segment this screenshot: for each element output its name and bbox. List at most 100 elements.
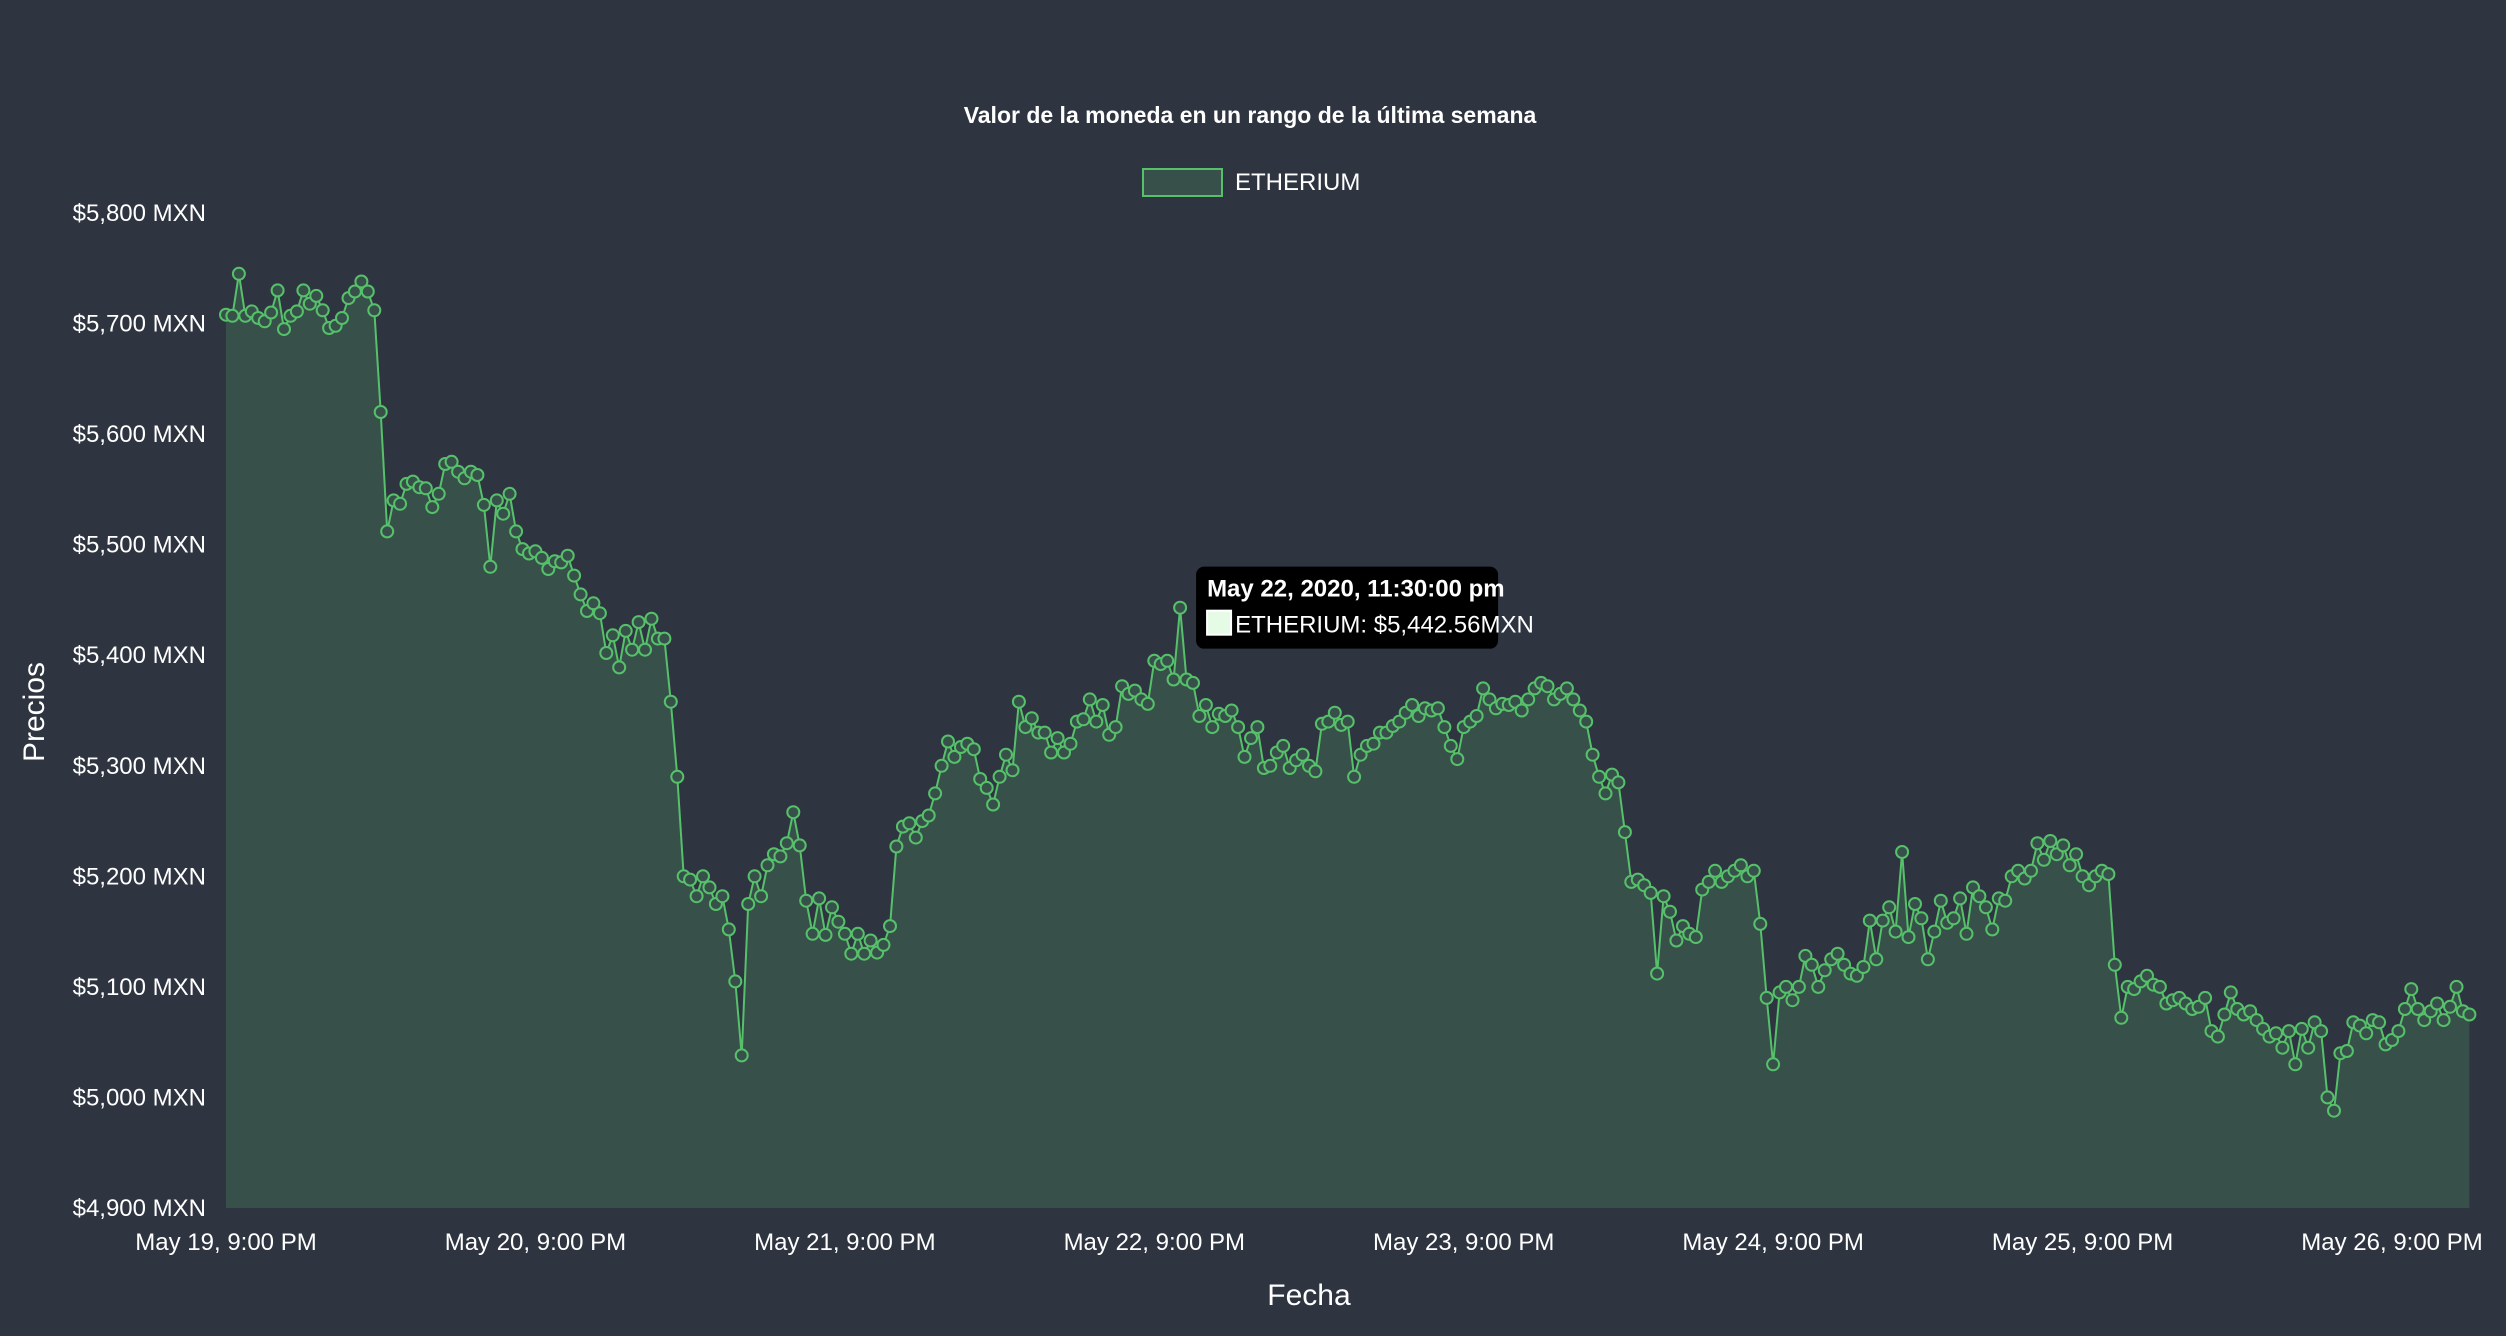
data-point[interactable] <box>2372 1015 2387 1030</box>
data-point[interactable] <box>747 869 762 884</box>
data-point[interactable] <box>805 926 820 941</box>
data-point[interactable] <box>2404 982 2419 997</box>
data-point[interactable] <box>1901 930 1916 945</box>
data-point[interactable] <box>1559 681 1574 696</box>
data-point[interactable] <box>1998 893 2013 908</box>
data-point[interactable] <box>696 869 710 884</box>
data-point[interactable] <box>1340 714 1355 729</box>
data-point[interactable] <box>1920 952 1935 967</box>
data-point[interactable] <box>1669 933 1684 948</box>
data-point[interactable] <box>825 900 839 915</box>
data-point[interactable] <box>1237 749 1252 764</box>
data-point[interactable] <box>1785 993 1800 1008</box>
data-point[interactable] <box>844 946 859 961</box>
data-point[interactable] <box>1044 745 1059 760</box>
data-point[interactable] <box>2443 999 2457 1014</box>
data-point[interactable] <box>1166 672 1181 687</box>
data-point[interactable] <box>966 742 981 757</box>
data-point[interactable] <box>2359 1026 2374 1041</box>
data-point[interactable] <box>1875 913 1890 928</box>
data-point[interactable] <box>1817 963 1832 978</box>
data-point[interactable] <box>1856 960 1871 974</box>
data-point[interactable] <box>315 303 330 318</box>
data-point[interactable] <box>741 897 756 911</box>
data-point[interactable] <box>289 304 304 319</box>
data-point[interactable] <box>1572 703 1587 718</box>
data-point[interactable] <box>2269 1026 2283 1041</box>
data-point[interactable] <box>1888 924 1903 939</box>
data-point[interactable] <box>786 805 801 820</box>
data-point[interactable] <box>1862 913 1877 928</box>
data-point[interactable] <box>360 284 375 299</box>
data-point[interactable] <box>1108 720 1123 735</box>
data-point[interactable] <box>863 933 878 948</box>
data-point[interactable] <box>1972 889 1987 904</box>
data-point[interactable] <box>1959 926 1974 941</box>
data-point[interactable] <box>1224 703 1239 718</box>
data-point[interactable] <box>1733 858 1748 873</box>
data-point[interactable] <box>1759 990 1774 1005</box>
data-point[interactable] <box>779 836 794 851</box>
data-point[interactable] <box>605 628 620 643</box>
data-point[interactable] <box>2030 836 2045 851</box>
data-point[interactable] <box>380 524 395 539</box>
data-point[interactable] <box>496 506 511 521</box>
data-point[interactable] <box>1708 863 1723 878</box>
data-point[interactable] <box>1985 922 2000 937</box>
data-point[interactable] <box>2288 1057 2303 1072</box>
data-point[interactable] <box>1830 946 1845 961</box>
data-point[interactable] <box>1766 1057 1781 1072</box>
data-point[interactable] <box>1308 764 1323 779</box>
legend-label-etherium[interactable]: ETHERIUM <box>1235 169 1360 196</box>
data-point[interactable] <box>2217 1007 2232 1022</box>
data-point[interactable] <box>670 769 685 784</box>
data-point[interactable] <box>573 587 588 602</box>
data-point[interactable] <box>586 596 601 611</box>
data-point[interactable] <box>264 305 279 320</box>
data-point[interactable] <box>2223 985 2238 1000</box>
data-point[interactable] <box>534 550 549 565</box>
data-point[interactable] <box>1198 698 1213 712</box>
data-point[interactable] <box>1611 775 1626 790</box>
data-point[interactable] <box>934 758 949 773</box>
data-point[interactable] <box>1585 747 1600 762</box>
data-point[interactable] <box>773 849 788 864</box>
data-point[interactable] <box>1978 900 1993 915</box>
data-point[interactable] <box>2281 1024 2296 1039</box>
data-point[interactable] <box>812 891 827 906</box>
data-point[interactable] <box>1276 738 1291 753</box>
data-point[interactable] <box>1592 769 1607 784</box>
data-point[interactable] <box>1469 709 1484 723</box>
data-point[interactable] <box>2198 990 2213 1005</box>
data-point[interactable] <box>1160 653 1175 668</box>
data-point[interactable] <box>1895 845 1910 859</box>
data-point[interactable] <box>373 405 388 419</box>
data-point[interactable] <box>1082 692 1097 707</box>
data-point[interactable] <box>1192 709 1207 723</box>
data-point[interactable] <box>2294 1021 2309 1036</box>
data-point[interactable] <box>1089 714 1104 729</box>
data-point[interactable] <box>2069 847 2084 862</box>
data-point[interactable] <box>2327 1103 2341 1118</box>
data-point[interactable] <box>1753 916 1768 931</box>
data-point[interactable] <box>1430 701 1445 716</box>
data-point[interactable] <box>683 872 698 887</box>
data-point[interactable] <box>1908 897 1922 911</box>
data-point[interactable] <box>2397 1002 2412 1016</box>
data-point[interactable] <box>2339 1044 2354 1058</box>
data-point[interactable] <box>393 496 408 511</box>
data-point[interactable] <box>979 780 994 795</box>
data-point[interactable] <box>1437 720 1452 735</box>
data-point[interactable] <box>631 615 646 630</box>
data-point[interactable] <box>1205 720 1220 735</box>
data-point[interactable] <box>1779 979 1793 994</box>
data-point[interactable] <box>715 889 730 904</box>
data-point[interactable] <box>277 322 291 337</box>
data-point[interactable] <box>902 816 917 831</box>
data-point[interactable] <box>1443 738 1458 753</box>
data-point[interactable] <box>1946 911 1961 926</box>
data-point[interactable] <box>999 747 1013 762</box>
data-point[interactable] <box>2275 1040 2290 1055</box>
data-point[interactable] <box>1366 736 1381 751</box>
